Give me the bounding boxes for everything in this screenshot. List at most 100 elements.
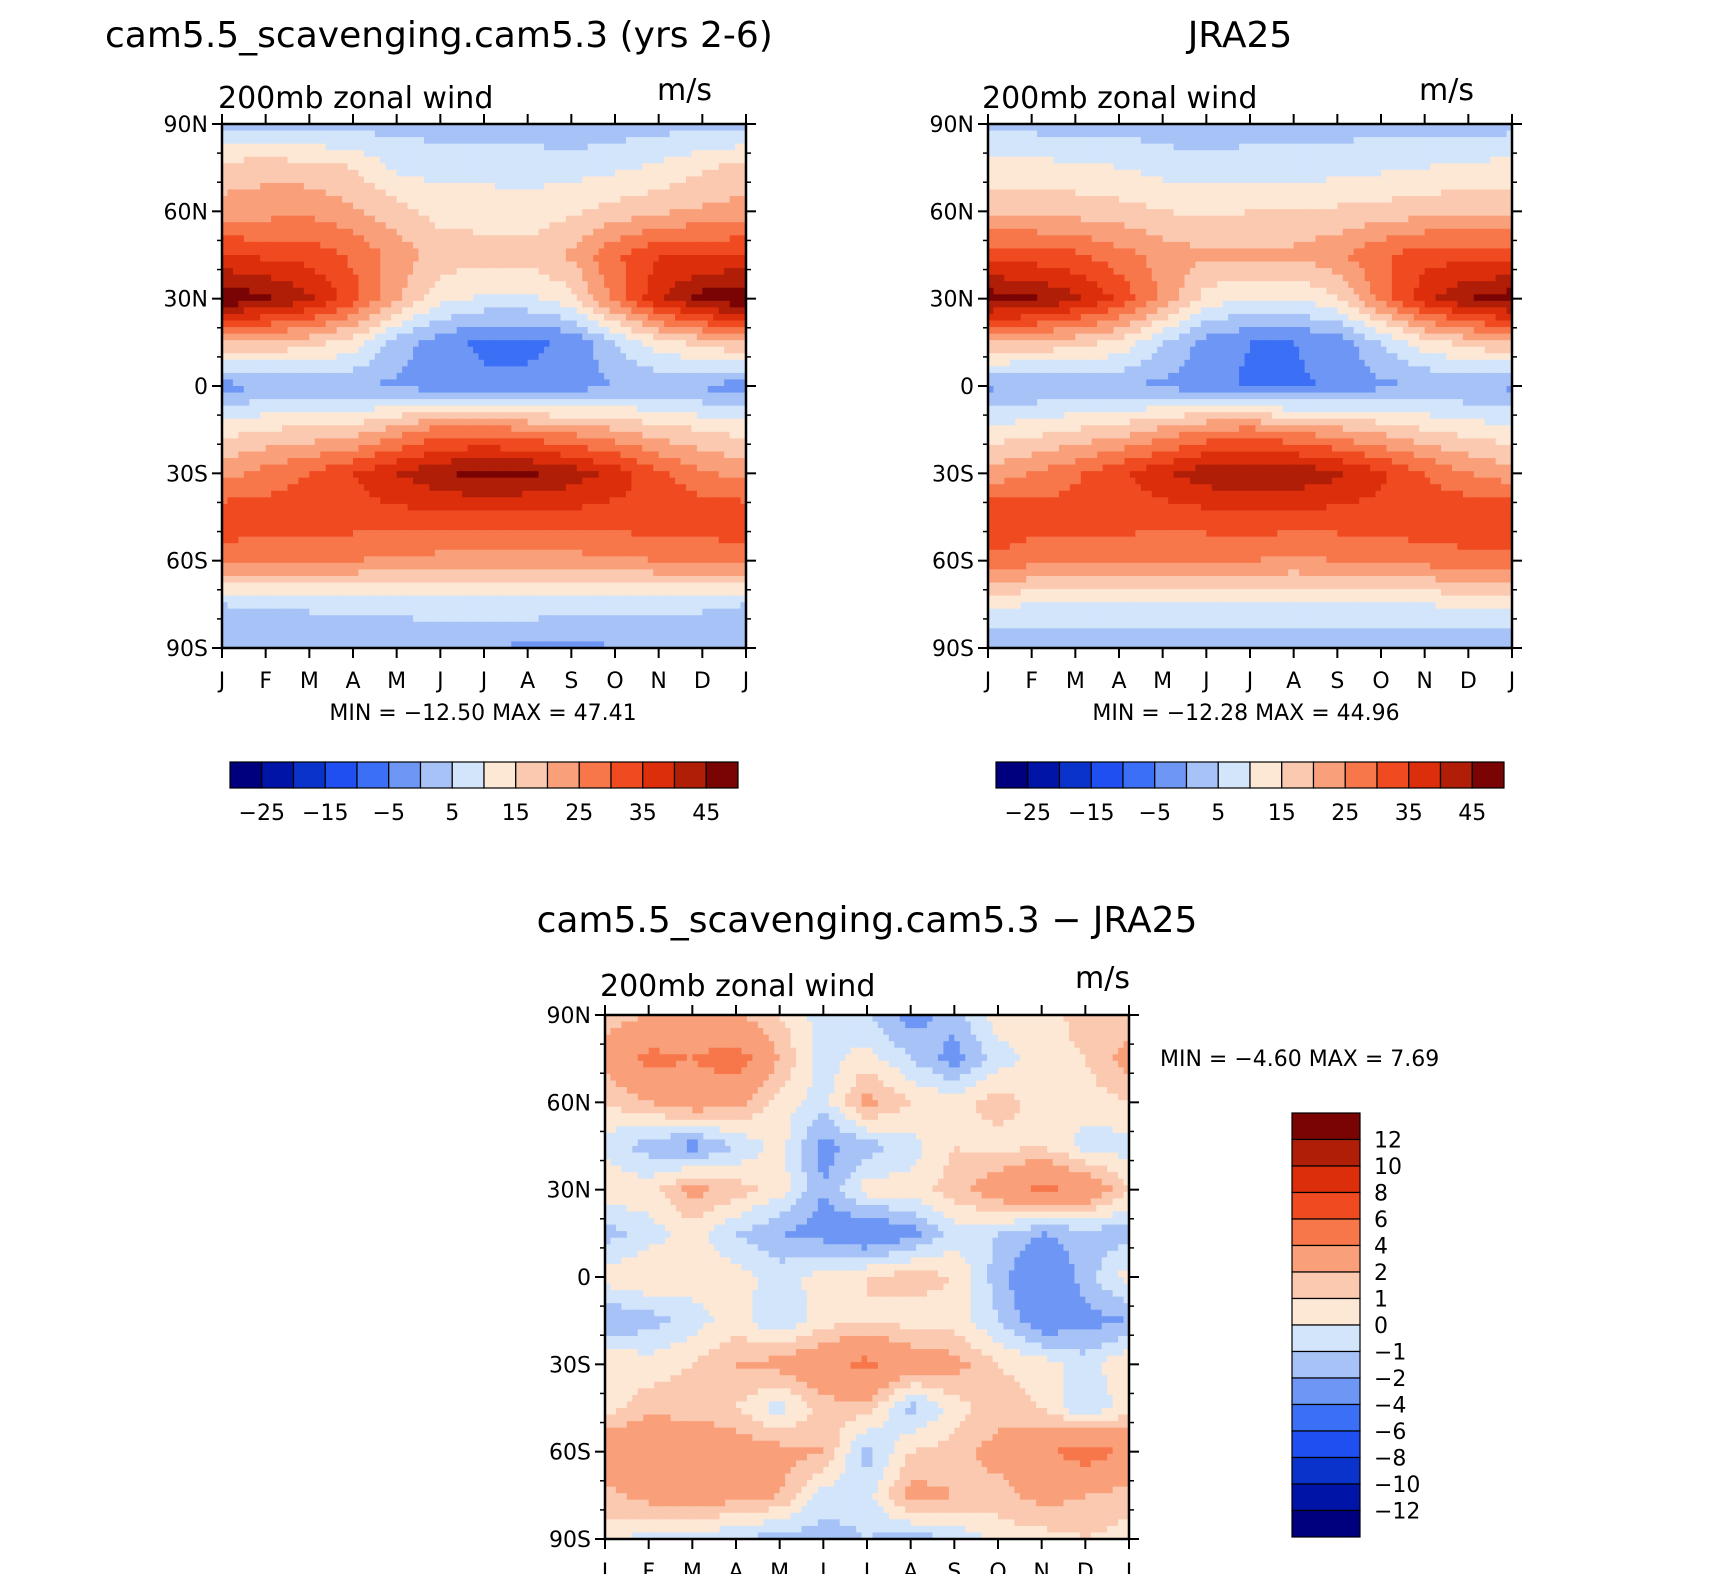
panel-model-field-cell [554, 287, 562, 295]
panel-model-field-cell [222, 137, 229, 145]
panel-model-field-cell [696, 333, 703, 341]
panel-model-field-cell [478, 248, 485, 256]
panel-model-field-cell [265, 431, 272, 439]
panel-model-field-cell [718, 235, 725, 243]
panel-model-field-cell [423, 346, 431, 354]
panel-model-field-cell [254, 189, 261, 197]
panel-model-field-cell [254, 182, 261, 191]
panel-model-field-cell [593, 313, 600, 322]
panel-model-field-cell [593, 294, 600, 302]
panel-model-field-cell [560, 372, 567, 381]
panel-model-field-cell [691, 222, 698, 230]
panel-model-field-cell [702, 333, 709, 341]
panel-model-field-cell [527, 196, 534, 204]
panel-model-field-cell [669, 176, 676, 184]
panel-model-field-cell [631, 248, 638, 256]
panel-model-field-cell [303, 444, 310, 453]
panel-model-field-cell [374, 340, 381, 348]
panel-model-field-cell [527, 418, 534, 426]
panel-model-field-cell [636, 150, 643, 158]
panel-model-field-cell [440, 182, 447, 191]
panel-model-field-cell [271, 228, 278, 236]
panel-model-field-cell [396, 438, 403, 446]
panel-model-field-cell [276, 405, 283, 413]
panel-model-field-cell [565, 340, 572, 348]
panel-model-field-cell [696, 261, 703, 269]
panel-model-field-cell [309, 458, 316, 466]
panel-model-field-cell [374, 353, 381, 361]
panel-model-field-cell [691, 150, 698, 158]
panel-model-field-cell [418, 386, 425, 394]
panel-model-field-cell [358, 307, 365, 315]
panel-model-field-cell [593, 255, 600, 263]
panel-model-field-cell [232, 399, 239, 407]
panel-model-field-cell [511, 372, 518, 381]
panel-model-field-cell [462, 438, 469, 446]
panel-model-field-cell [735, 379, 742, 387]
panel-model-field-cell [232, 176, 239, 184]
panel-model-field-cell [456, 235, 463, 243]
panel-model-field-cell [260, 150, 267, 158]
panel-model-field-cell [636, 405, 643, 413]
panel-model-field-cell [604, 346, 611, 354]
panel-model-field-cell [402, 196, 409, 204]
panel-model-field-cell [336, 287, 343, 295]
panel-model-field-cell [402, 287, 409, 295]
panel-model-field-cell [314, 431, 321, 439]
panel-model-field-cell [505, 438, 512, 446]
panel-model-field-cell [587, 458, 594, 466]
panel-model-field-cell [249, 143, 256, 151]
panel-model-field-cell [314, 248, 321, 256]
panel-model-field-cell [467, 124, 474, 132]
panel-model-field-cell [735, 215, 742, 223]
panel-model-field-cell [604, 300, 611, 308]
panel-model-field-cell [620, 268, 627, 276]
panel-model-field-cell [582, 320, 589, 328]
panel-model-field-cell [325, 209, 332, 217]
panel-model-field-cell [429, 137, 436, 145]
panel-model-field-cell [407, 359, 414, 367]
panel-model-field-cell [500, 438, 507, 446]
panel-model-field-cell [287, 340, 294, 348]
panel-model-field-cell [680, 412, 687, 420]
panel-model-field-cell [325, 372, 332, 381]
panel-model-field-cell [598, 248, 605, 256]
panel-model-field-cell [478, 169, 485, 177]
panel-model-field-cell [489, 392, 496, 400]
panel-model-field-cell [740, 340, 747, 348]
panel-model-field-cell [434, 248, 441, 256]
panel-model-field-cell [702, 300, 709, 308]
panel-model-field-cell [636, 372, 643, 381]
panel-model-field-cell [680, 431, 687, 439]
panel-model-field-cell [707, 124, 714, 132]
panel-model-field-cell [358, 353, 365, 361]
panel-model-field-cell [511, 379, 518, 387]
panel-model-field-cell [620, 340, 627, 348]
panel-model-field-cell [680, 307, 687, 315]
panel-model-field-cell [336, 458, 343, 466]
panel-model-field-cell [325, 438, 332, 446]
panel-model-field-cell [576, 169, 583, 177]
panel-model-field-cell [582, 399, 589, 407]
panel-model-field-cell [729, 209, 736, 217]
panel-model-field-cell [533, 215, 540, 223]
panel-model-field-cell [702, 169, 709, 177]
panel-model-field-cell [500, 274, 507, 282]
panel-model-field-cell [658, 379, 665, 387]
panel-model-field-cell [227, 143, 234, 151]
panel-model-field-cell [303, 307, 310, 315]
panel-model-field-cell [702, 209, 709, 217]
panel-model-field-cell [647, 372, 654, 381]
panel-model-field-cell [276, 169, 283, 177]
panel-model-field-cell [402, 399, 409, 407]
panel-model-field-cell [554, 222, 562, 230]
panel-model-field-cell [445, 451, 452, 459]
panel-model-field-cell [391, 255, 398, 263]
panel-model-field-cell [631, 372, 638, 381]
panel-model-field-cell [282, 346, 289, 354]
panel-model-field-cell [423, 458, 431, 466]
panel-model-field-cell [560, 294, 567, 302]
panel-model-field-cell [489, 255, 496, 263]
panel-model-field-cell [533, 327, 540, 335]
panel-model-field-cell [631, 412, 638, 420]
